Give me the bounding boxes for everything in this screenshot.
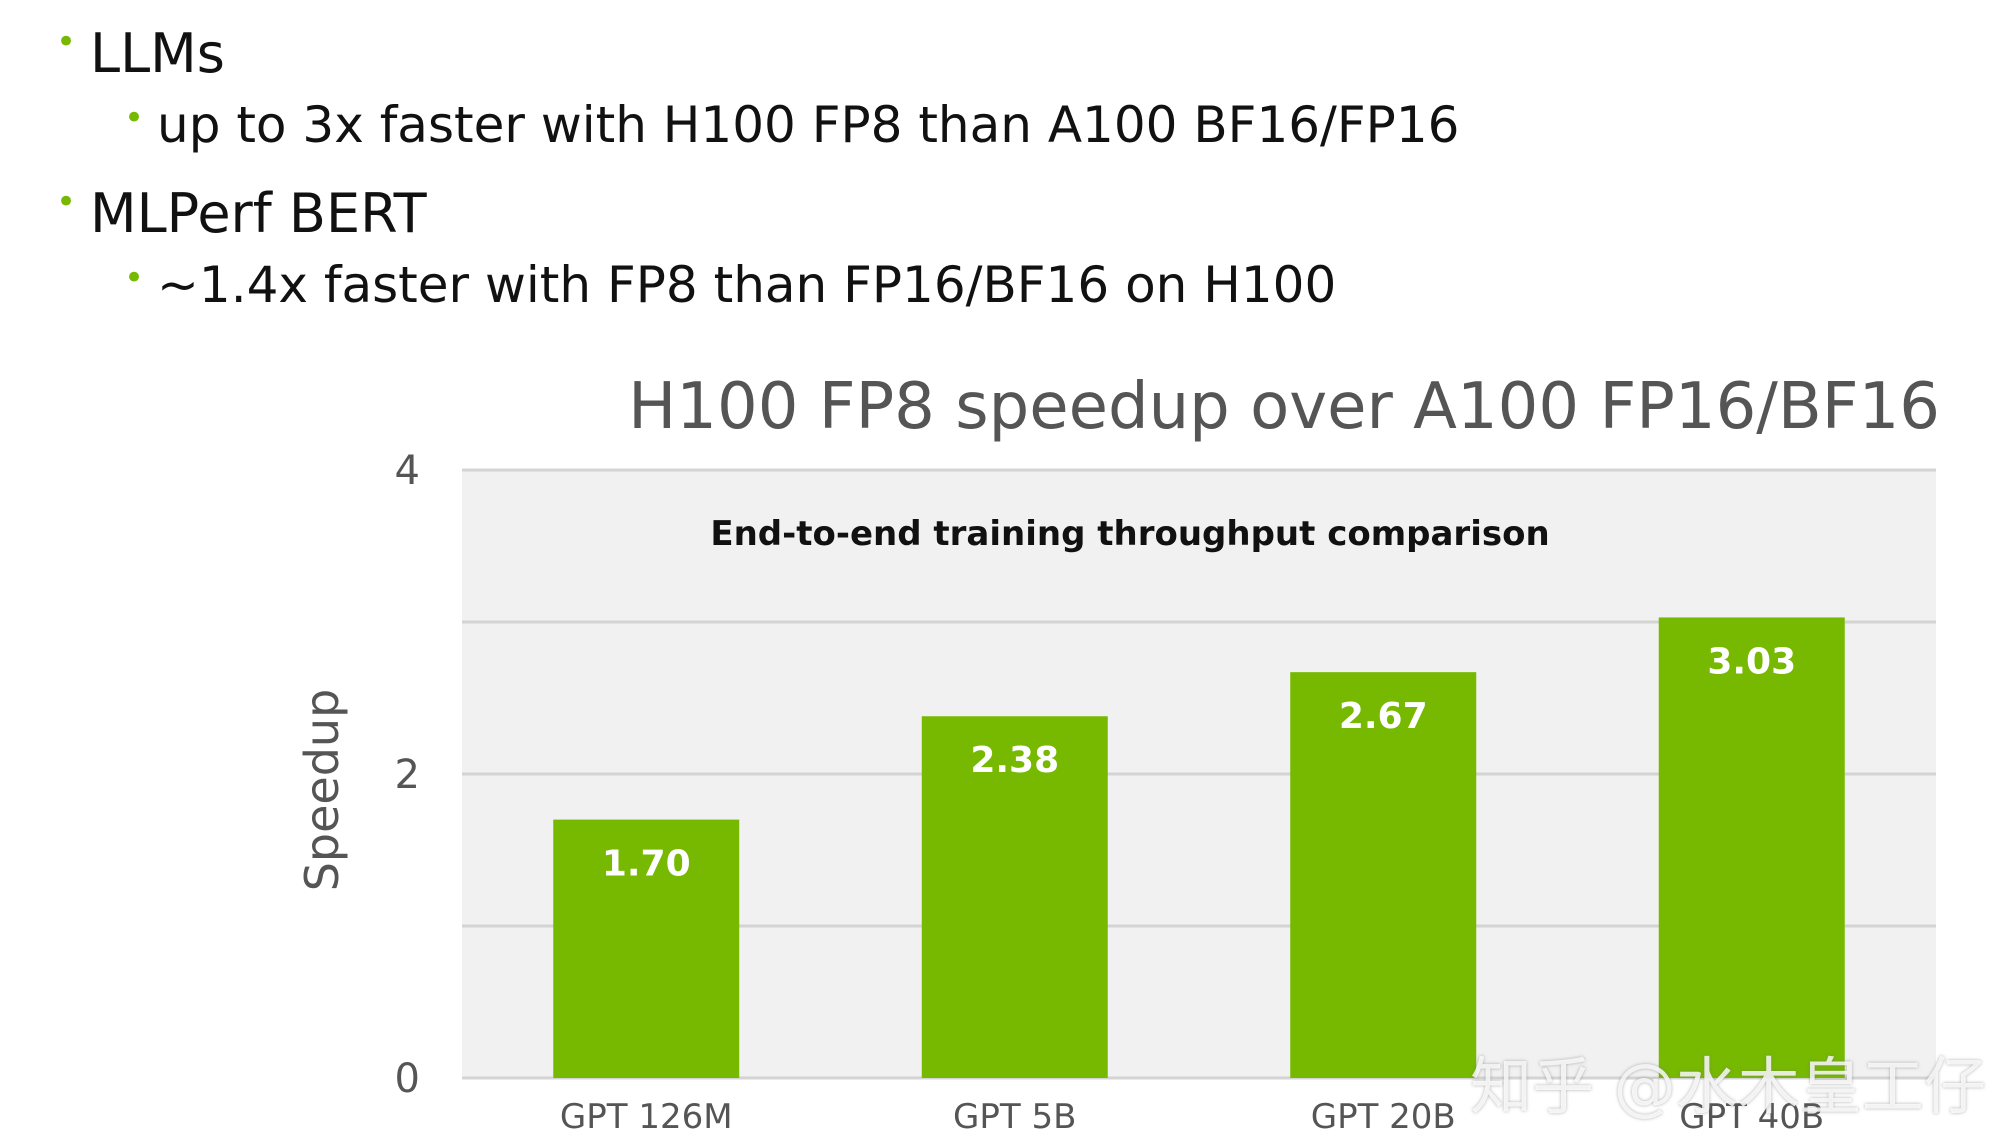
bar-data-label: 2.38 bbox=[970, 740, 1059, 781]
bullet-subitem-mlperf: • ~1.4x faster with FP8 than FP16/BF16 o… bbox=[124, 256, 1337, 314]
bars-group: 1.70 2.38 2.67 3.03 bbox=[553, 617, 1845, 1078]
x-tick-label: GPT 126M bbox=[560, 1097, 733, 1137]
bullet-item-mlperf: • MLPerf BERT bbox=[56, 182, 427, 245]
x-tick-label: GPT 40B bbox=[1679, 1097, 1824, 1137]
bullet-dot-icon: • bbox=[56, 22, 77, 62]
bar-data-label: 2.67 bbox=[1339, 696, 1428, 737]
bar bbox=[921, 716, 1108, 1078]
x-tick-label: GPT 20B bbox=[1311, 1097, 1456, 1137]
bullet-subitem-llms: • up to 3x faster with H100 FP8 than A10… bbox=[124, 96, 1460, 154]
chart-subtitle: End-to-end training throughput compariso… bbox=[710, 514, 1549, 554]
x-tick-labels: GPT 126M GPT 5B GPT 20B GPT 40B bbox=[560, 1097, 1824, 1137]
y-tick-label: 0 bbox=[395, 1056, 420, 1102]
bar bbox=[1290, 672, 1477, 1078]
bullet-text: up to 3x faster with H100 FP8 than A100 … bbox=[157, 96, 1460, 154]
bar bbox=[1658, 617, 1845, 1078]
bullet-text: MLPerf BERT bbox=[90, 182, 427, 245]
bar bbox=[553, 819, 740, 1078]
y-axis-label: Speedup bbox=[295, 689, 349, 892]
bullet-dot-icon: • bbox=[56, 182, 77, 222]
bullet-dot-icon: • bbox=[124, 258, 145, 298]
y-tick-label: 4 bbox=[395, 448, 420, 494]
bar-data-label: 1.70 bbox=[602, 844, 691, 885]
y-tick-label: 2 bbox=[395, 752, 420, 798]
bullet-item-llms: • LLMs bbox=[56, 22, 225, 85]
bullet-text: ~1.4x faster with FP8 than FP16/BF16 on … bbox=[157, 256, 1337, 314]
watermark: 知乎 @水木皇工仔 bbox=[1470, 1050, 1986, 1123]
bullet-dot-icon: • bbox=[124, 98, 145, 138]
chart-title: H100 FP8 speedup over A100 FP16/BF16 bbox=[628, 370, 1940, 444]
x-tick-label: GPT 5B bbox=[953, 1097, 1076, 1137]
y-ticks: 0 2 4 bbox=[395, 448, 420, 1102]
bullet-text: LLMs bbox=[90, 22, 225, 85]
bar-data-label: 3.03 bbox=[1707, 641, 1796, 682]
